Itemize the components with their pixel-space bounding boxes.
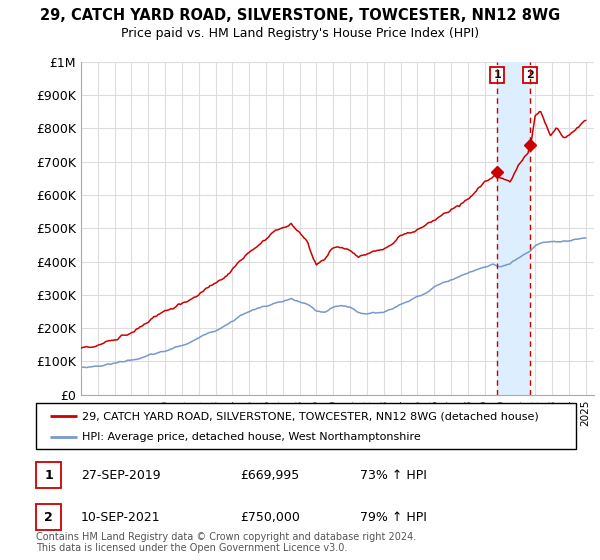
Text: Contains HM Land Registry data © Crown copyright and database right 2024.
This d: Contains HM Land Registry data © Crown c… xyxy=(36,531,416,553)
Text: 27-SEP-2019: 27-SEP-2019 xyxy=(81,469,161,482)
Bar xyxy=(497,62,530,395)
Text: 29, CATCH YARD ROAD, SILVERSTONE, TOWCESTER, NN12 8WG (detached house): 29, CATCH YARD ROAD, SILVERSTONE, TOWCES… xyxy=(82,411,539,421)
Text: £750,000: £750,000 xyxy=(240,511,300,524)
Text: HPI: Average price, detached house, West Northamptonshire: HPI: Average price, detached house, West… xyxy=(82,432,421,442)
Text: 10-SEP-2021: 10-SEP-2021 xyxy=(81,511,161,524)
Text: 1: 1 xyxy=(493,70,501,80)
Text: 2: 2 xyxy=(526,70,534,80)
Text: 79% ↑ HPI: 79% ↑ HPI xyxy=(360,511,427,524)
Text: Price paid vs. HM Land Registry's House Price Index (HPI): Price paid vs. HM Land Registry's House … xyxy=(121,27,479,40)
Text: 29, CATCH YARD ROAD, SILVERSTONE, TOWCESTER, NN12 8WG: 29, CATCH YARD ROAD, SILVERSTONE, TOWCES… xyxy=(40,8,560,24)
Text: £669,995: £669,995 xyxy=(240,469,299,482)
Text: 2: 2 xyxy=(44,511,53,524)
Text: 73% ↑ HPI: 73% ↑ HPI xyxy=(360,469,427,482)
Text: 1: 1 xyxy=(44,469,53,482)
